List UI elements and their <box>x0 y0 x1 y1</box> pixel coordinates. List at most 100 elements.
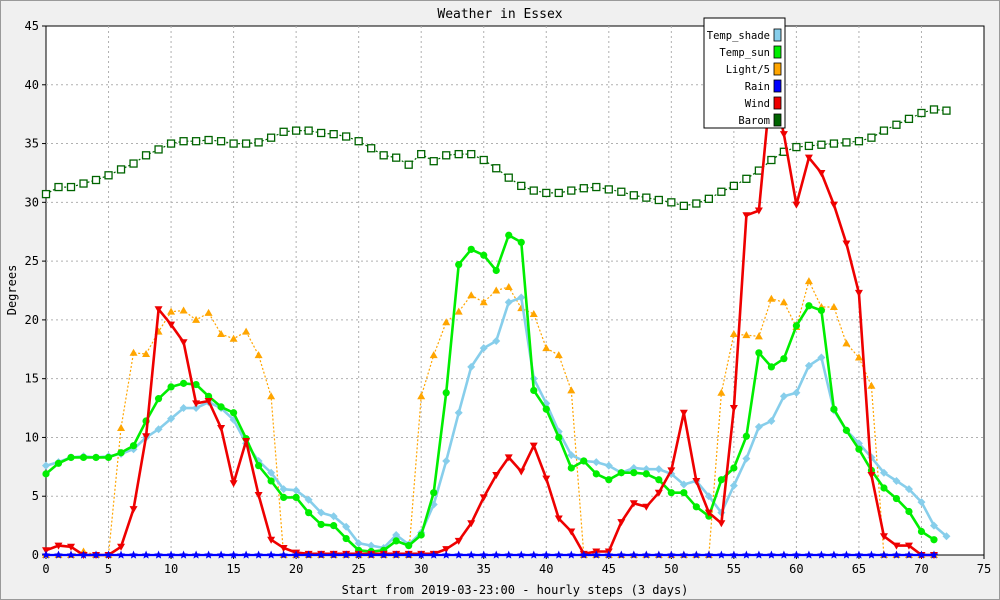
x-tick-label: 25 <box>351 562 365 576</box>
x-tick-label: 45 <box>602 562 616 576</box>
data-point <box>605 476 613 484</box>
data-point <box>354 550 363 559</box>
data-point <box>192 380 200 389</box>
data-point <box>542 550 551 559</box>
data-point <box>467 520 476 528</box>
data-point <box>679 409 688 417</box>
data-point <box>792 142 801 152</box>
data-point <box>304 126 313 135</box>
data-point <box>116 550 126 559</box>
data-point <box>141 151 151 160</box>
x-tick-label: 10 <box>164 562 178 576</box>
data-point <box>442 318 451 326</box>
y-tick-label: 30 <box>25 195 39 209</box>
data-point <box>542 475 551 483</box>
x-tick-label: 0 <box>42 562 49 576</box>
data-point <box>742 550 751 559</box>
data-point <box>717 476 725 484</box>
data-point <box>767 363 775 371</box>
legend-swatch <box>773 62 782 76</box>
data-point <box>742 331 751 339</box>
chart-title: Weather in Essex <box>437 7 562 22</box>
y-tick-label: 5 <box>32 489 39 503</box>
data-point <box>254 550 263 559</box>
data-point <box>854 353 863 361</box>
data-point <box>454 307 463 315</box>
data-point <box>79 453 88 462</box>
series-line-wind <box>45 77 934 557</box>
data-point <box>442 546 451 554</box>
data-point <box>904 114 914 124</box>
x-tick-label: 35 <box>477 562 491 576</box>
data-point <box>354 137 363 146</box>
x-tick-label: 20 <box>289 562 303 576</box>
data-point <box>854 550 864 559</box>
data-point <box>117 424 126 432</box>
data-point <box>216 550 226 559</box>
data-point <box>466 550 476 559</box>
data-point <box>917 108 926 118</box>
data-point <box>67 543 76 551</box>
legend: Temp_shade Temp_sun Light/5 Rain Wind Barom <box>703 17 786 129</box>
data-point <box>79 179 88 188</box>
data-point <box>754 332 763 340</box>
data-point <box>692 199 701 208</box>
legend-label: Rain <box>745 81 770 93</box>
data-point <box>141 550 151 559</box>
data-point <box>204 135 213 145</box>
data-point <box>729 405 738 413</box>
data-point <box>767 155 776 165</box>
data-point <box>742 212 751 220</box>
data-point <box>817 550 826 559</box>
data-point <box>929 521 938 530</box>
data-point <box>442 389 450 397</box>
data-point <box>154 425 163 434</box>
data-point <box>217 425 226 433</box>
x-tick-label: 50 <box>664 562 678 576</box>
data-point <box>629 550 639 559</box>
data-point <box>254 351 263 359</box>
data-point <box>630 469 638 477</box>
data-point <box>179 339 188 347</box>
data-point <box>854 289 863 297</box>
data-point <box>579 184 588 193</box>
data-point <box>467 245 475 253</box>
data-point <box>779 392 788 401</box>
data-point <box>266 133 276 142</box>
data-point <box>317 508 326 517</box>
data-point <box>242 327 251 335</box>
data-point <box>692 503 700 511</box>
data-point <box>280 493 288 501</box>
data-point <box>54 459 63 467</box>
y-axis-label: Degrees <box>5 265 19 316</box>
data-point <box>104 550 113 559</box>
data-point <box>867 550 876 559</box>
data-point <box>892 542 901 550</box>
data-point <box>929 550 939 559</box>
data-point <box>629 500 638 508</box>
data-point <box>329 550 338 559</box>
data-point <box>829 550 839 559</box>
data-point <box>429 157 438 166</box>
data-point <box>767 416 776 425</box>
data-point <box>767 294 776 302</box>
data-point <box>592 182 601 192</box>
data-point <box>729 550 739 559</box>
data-point <box>192 400 201 408</box>
data-point <box>92 453 100 462</box>
data-point <box>567 186 576 195</box>
data-point <box>742 432 750 440</box>
data-point <box>454 550 463 559</box>
data-point <box>804 141 814 151</box>
series-barom <box>41 105 951 211</box>
data-point <box>316 128 326 138</box>
data-point <box>642 503 651 511</box>
data-point <box>241 139 251 148</box>
data-point <box>229 334 238 342</box>
data-point <box>842 240 851 248</box>
data-point <box>904 550 914 559</box>
data-point <box>191 550 201 559</box>
data-point <box>292 486 301 495</box>
data-point <box>279 550 288 559</box>
